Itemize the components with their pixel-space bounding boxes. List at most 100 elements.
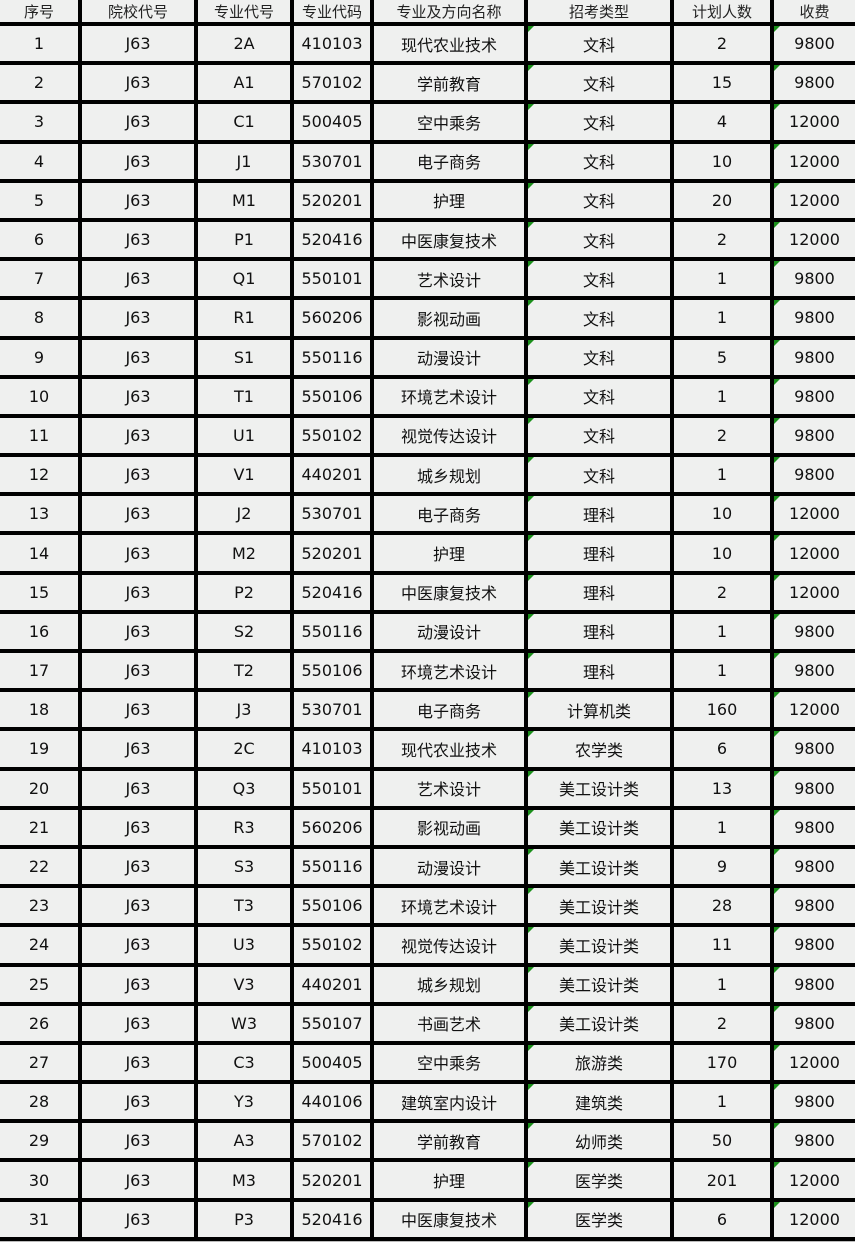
cell-major-code[interactable]: C3 — [198, 1044, 290, 1081]
cell-seq-no[interactable]: 27 — [0, 1044, 78, 1081]
cell-seq-no[interactable]: 24 — [0, 927, 78, 963]
cell-seq-no[interactable]: 25 — [0, 966, 78, 1002]
cell-fee[interactable]: 9800 — [774, 1123, 855, 1159]
cell-exam-type[interactable]: 美工设计类 — [528, 809, 670, 845]
cell-major-name[interactable]: 中医康复技术 — [374, 1201, 524, 1237]
cell-major-name[interactable]: 视觉传达设计 — [374, 927, 524, 963]
cell-major-name[interactable]: 环境艺术设计 — [374, 653, 524, 689]
cell-school-code[interactable]: J63 — [82, 1162, 194, 1198]
cell-seq-no[interactable]: 12 — [0, 457, 78, 493]
cell-major-name[interactable]: 动漫设计 — [374, 848, 524, 885]
cell-plan-count[interactable]: 1 — [674, 457, 770, 493]
cell-major-name[interactable]: 护理 — [374, 182, 524, 218]
cell-exam-type[interactable]: 医学类 — [528, 1201, 670, 1237]
cell-exam-type[interactable]: 美工设计类 — [528, 1005, 670, 1041]
cell-major-name[interactable]: 空中乘务 — [374, 1044, 524, 1081]
cell-seq-no[interactable]: 30 — [0, 1162, 78, 1198]
cell-fee[interactable]: 9800 — [774, 927, 855, 963]
cell-seq-no[interactable]: 18 — [0, 692, 78, 728]
cell-fee[interactable]: 9800 — [774, 261, 855, 297]
cell-program-code[interactable]: 530701 — [294, 143, 370, 179]
cell-exam-type[interactable]: 幼师类 — [528, 1123, 670, 1159]
cell-major-code[interactable]: J2 — [198, 496, 290, 532]
cell-plan-count[interactable]: 1 — [674, 1084, 770, 1120]
cell-fee[interactable]: 9800 — [774, 809, 855, 845]
cell-fee[interactable]: 9800 — [774, 888, 855, 924]
cell-school-code[interactable]: J63 — [82, 378, 194, 414]
cell-exam-type[interactable]: 文科 — [528, 378, 670, 414]
cell-school-code[interactable]: J63 — [82, 339, 194, 375]
cell-seq-no[interactable]: 16 — [0, 613, 78, 649]
cell-school-code[interactable]: J63 — [82, 809, 194, 845]
cell-fee[interactable]: 9800 — [774, 731, 855, 767]
cell-program-code[interactable]: 550106 — [294, 378, 370, 414]
cell-plan-count[interactable]: 2 — [674, 417, 770, 454]
cell-major-name[interactable]: 电子商务 — [374, 496, 524, 532]
cell-program-code[interactable]: 550106 — [294, 888, 370, 924]
cell-program-code[interactable]: 560206 — [294, 300, 370, 336]
cell-major-name[interactable]: 艺术设计 — [374, 261, 524, 297]
cell-exam-type[interactable]: 理科 — [528, 496, 670, 532]
cell-program-code[interactable]: 550106 — [294, 653, 370, 689]
cell-exam-type[interactable]: 农学类 — [528, 731, 670, 767]
cell-program-code[interactable]: 410103 — [294, 26, 370, 62]
cell-major-name[interactable]: 环境艺术设计 — [374, 888, 524, 924]
cell-major-name[interactable]: 电子商务 — [374, 692, 524, 728]
cell-exam-type[interactable]: 文科 — [528, 221, 670, 258]
cell-major-name[interactable]: 空中乘务 — [374, 104, 524, 140]
cell-school-code[interactable]: J63 — [82, 104, 194, 140]
cell-plan-count[interactable]: 2 — [674, 221, 770, 258]
cell-program-code[interactable]: 440201 — [294, 457, 370, 493]
cell-seq-no[interactable]: 6 — [0, 221, 78, 258]
cell-plan-count[interactable]: 5 — [674, 339, 770, 375]
cell-major-code[interactable]: P3 — [198, 1201, 290, 1237]
cell-exam-type[interactable]: 医学类 — [528, 1162, 670, 1198]
cell-seq-no[interactable]: 15 — [0, 574, 78, 610]
cell-school-code[interactable]: J63 — [82, 535, 194, 571]
cell-seq-no[interactable]: 10 — [0, 378, 78, 414]
cell-major-code[interactable]: A1 — [198, 65, 290, 101]
cell-fee[interactable]: 12000 — [774, 182, 855, 218]
cell-program-code[interactable]: 560206 — [294, 809, 370, 845]
cell-exam-type[interactable]: 文科 — [528, 339, 670, 375]
cell-seq-no[interactable]: 1 — [0, 26, 78, 62]
cell-plan-count[interactable]: 1 — [674, 378, 770, 414]
cell-program-code[interactable]: 570102 — [294, 65, 370, 101]
cell-plan-count[interactable]: 10 — [674, 535, 770, 571]
cell-program-code[interactable]: 550116 — [294, 613, 370, 649]
cell-major-code[interactable]: S1 — [198, 339, 290, 375]
cell-school-code[interactable]: J63 — [82, 143, 194, 179]
cell-plan-count[interactable]: 6 — [674, 1201, 770, 1237]
cell-fee[interactable]: 9800 — [774, 65, 855, 101]
cell-major-code[interactable]: T2 — [198, 653, 290, 689]
cell-fee[interactable]: 9800 — [774, 417, 855, 454]
cell-major-name[interactable]: 艺术设计 — [374, 770, 524, 806]
cell-major-name[interactable]: 现代农业技术 — [374, 731, 524, 767]
cell-seq-no[interactable]: 13 — [0, 496, 78, 532]
cell-fee[interactable]: 9800 — [774, 770, 855, 806]
cell-exam-type[interactable]: 文科 — [528, 65, 670, 101]
cell-school-code[interactable]: J63 — [82, 966, 194, 1002]
cell-fee[interactable]: 12000 — [774, 1162, 855, 1198]
cell-plan-count[interactable]: 4 — [674, 104, 770, 140]
cell-major-code[interactable]: S2 — [198, 613, 290, 649]
cell-fee[interactable]: 9800 — [774, 966, 855, 1002]
cell-seq-no[interactable]: 3 — [0, 104, 78, 140]
cell-fee[interactable]: 12000 — [774, 535, 855, 571]
cell-fee[interactable]: 9800 — [774, 457, 855, 493]
cell-school-code[interactable]: J63 — [82, 221, 194, 258]
cell-exam-type[interactable]: 文科 — [528, 457, 670, 493]
cell-major-name[interactable]: 学前教育 — [374, 65, 524, 101]
cell-school-code[interactable]: J63 — [82, 1044, 194, 1081]
cell-major-code[interactable]: J3 — [198, 692, 290, 728]
cell-program-code[interactable]: 570102 — [294, 1123, 370, 1159]
cell-plan-count[interactable]: 15 — [674, 65, 770, 101]
cell-major-name[interactable]: 建筑室内设计 — [374, 1084, 524, 1120]
cell-seq-no[interactable]: 31 — [0, 1201, 78, 1237]
cell-exam-type[interactable]: 文科 — [528, 417, 670, 454]
cell-major-name[interactable]: 动漫设计 — [374, 613, 524, 649]
cell-fee[interactable]: 12000 — [774, 692, 855, 728]
cell-seq-no[interactable]: 8 — [0, 300, 78, 336]
cell-major-code[interactable]: T3 — [198, 888, 290, 924]
cell-seq-no[interactable]: 4 — [0, 143, 78, 179]
